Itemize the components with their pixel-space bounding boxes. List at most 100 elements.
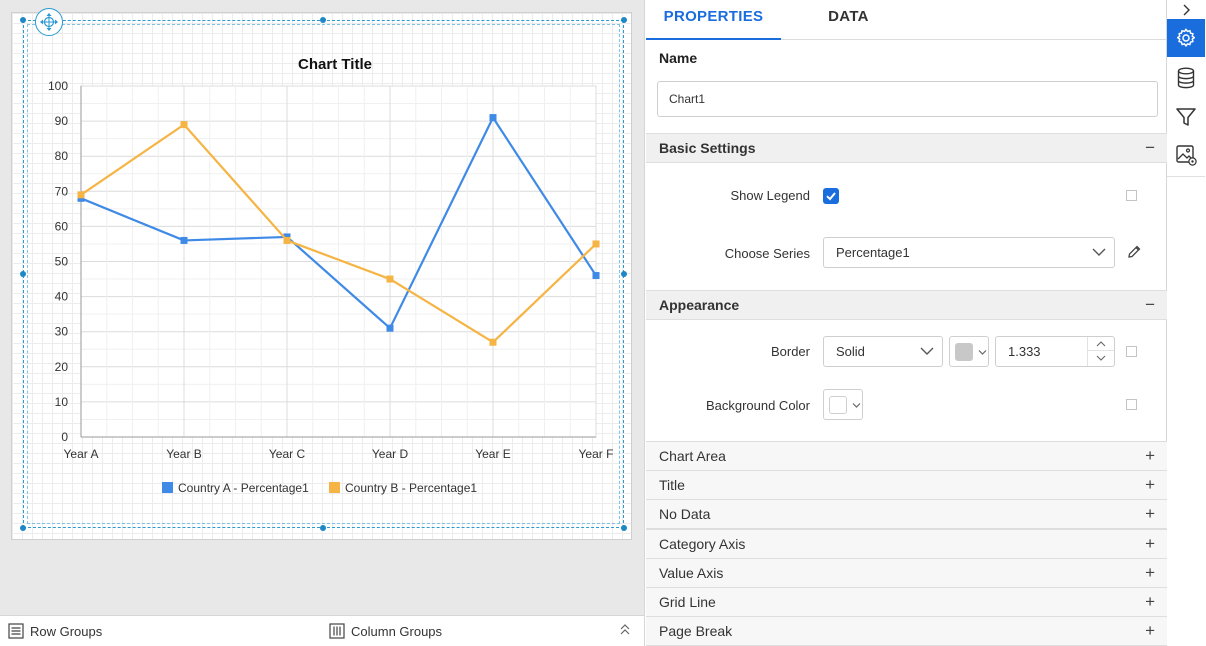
border-width-spinner: [1087, 337, 1114, 366]
show-legend-label: Show Legend: [730, 188, 810, 203]
y-tick-label: 100: [48, 79, 68, 93]
chevron-down-icon: [852, 403, 861, 408]
data-point-marker: [77, 194, 85, 202]
resize-handle-bottom[interactable]: [320, 525, 326, 531]
data-point-marker: [489, 114, 497, 122]
background-color-swatch: [829, 396, 847, 414]
border-color-swatch: [955, 343, 973, 361]
resize-handle-bottom-left[interactable]: [20, 525, 26, 531]
expand-icon[interactable]: +: [1145, 592, 1155, 611]
border-width-value: 1.333: [1008, 344, 1041, 359]
edit-pencil-icon[interactable]: [1126, 244, 1142, 265]
expand-icon[interactable]: +: [1145, 621, 1155, 641]
database-icon[interactable]: [1167, 59, 1205, 97]
section-title[interactable]: Title +: [646, 470, 1167, 501]
move-icon[interactable]: [35, 8, 63, 36]
filter-icon[interactable]: [1167, 98, 1205, 136]
data-point-marker: [180, 236, 188, 244]
data-point-marker: [592, 240, 600, 248]
resize-handle-left[interactable]: [20, 271, 26, 277]
series-line: [80, 123, 597, 344]
spin-up-icon[interactable]: [1088, 337, 1114, 351]
resize-handle-top[interactable]: [320, 17, 326, 23]
data-point-marker: [283, 233, 291, 241]
expand-icon[interactable]: +: [1145, 562, 1155, 582]
properties-panel: PROPERTIES DATA Name Basic Settings − Sh…: [646, 0, 1167, 646]
y-tick-label: 80: [55, 149, 69, 163]
row-groups-button[interactable]: Row Groups: [8, 623, 102, 639]
section-title: Chart Area: [659, 448, 726, 464]
collapse-icon[interactable]: −: [1145, 138, 1155, 157]
chevron-right-icon[interactable]: [1167, 0, 1205, 20]
border-style-dropdown[interactable]: Solid: [823, 336, 943, 367]
background-color-expression-checkbox[interactable]: [1126, 399, 1137, 410]
choose-series-dropdown[interactable]: Percentage1: [823, 237, 1115, 268]
y-tick-label: 0: [61, 430, 68, 444]
name-label: Name: [659, 50, 698, 66]
section-appearance[interactable]: Appearance −: [646, 290, 1167, 320]
section-appearance-title: Appearance: [659, 297, 740, 313]
image-settings-icon[interactable]: [1167, 136, 1205, 174]
y-tick-label: 60: [55, 219, 69, 233]
x-tick-label: Year B: [166, 447, 202, 461]
data-point-marker: [180, 121, 188, 129]
tab-properties[interactable]: PROPERTIES: [646, 0, 781, 40]
section-page-break[interactable]: Page Break +: [646, 616, 1167, 646]
line-chart[interactable]: 0 10 20 30 40 50 60 70 80 90 100 Year A Year B Year C…: [0, 0, 645, 615]
name-input[interactable]: [657, 81, 1158, 117]
border-expression-checkbox[interactable]: [1126, 346, 1137, 357]
x-tick-label: Year F: [579, 447, 614, 461]
y-tick-label: 90: [55, 114, 69, 128]
expand-icon[interactable]: +: [1145, 446, 1155, 465]
tab-data[interactable]: DATA: [828, 8, 869, 25]
expand-icon[interactable]: +: [1145, 475, 1155, 495]
choose-series-label: Choose Series: [724, 246, 810, 261]
section-grid-line[interactable]: Grid Line +: [646, 587, 1167, 617]
data-point-marker: [489, 338, 497, 346]
show-legend-expression-checkbox[interactable]: [1126, 190, 1137, 201]
section-no-data[interactable]: No Data +: [646, 499, 1167, 530]
border-width-input[interactable]: 1.333: [995, 336, 1115, 367]
y-tick-label: 50: [55, 255, 69, 269]
gear-icon[interactable]: [1167, 19, 1205, 57]
section-chart-area[interactable]: Chart Area +: [646, 441, 1167, 471]
data-point-marker: [386, 275, 394, 283]
background-color-picker[interactable]: [823, 389, 863, 420]
section-category-axis[interactable]: Category Axis +: [646, 528, 1167, 559]
chevron-down-icon: [978, 350, 987, 355]
toolbar-divider: [1167, 176, 1205, 177]
section-value-axis[interactable]: Value Axis +: [646, 557, 1167, 588]
chart-title: Chart Title: [298, 56, 372, 73]
collapse-up-icon[interactable]: [619, 623, 631, 640]
data-point-marker: [283, 236, 291, 244]
expand-icon[interactable]: +: [1145, 533, 1155, 553]
side-toolbar: [1167, 0, 1206, 646]
x-tick-label: Year C: [269, 447, 306, 461]
resize-handle-right[interactable]: [621, 271, 627, 277]
row-groups-icon: [8, 623, 24, 639]
expand-icon[interactable]: +: [1145, 504, 1155, 524]
spin-down-icon[interactable]: [1088, 351, 1114, 365]
show-legend-checkbox[interactable]: [823, 188, 839, 204]
resize-handle-bottom-right[interactable]: [621, 525, 627, 531]
resize-handle-top-right[interactable]: [621, 17, 627, 23]
column-groups-label: Column Groups: [351, 623, 443, 639]
section-basic-settings[interactable]: Basic Settings −: [646, 133, 1167, 163]
x-tick-label: Year D: [372, 447, 409, 461]
border-color-picker[interactable]: [949, 336, 989, 367]
design-canvas: 0 10 20 30 40 50 60 70 80 90 100 Year A Year B Year C…: [0, 0, 645, 615]
section-title: Title: [659, 477, 685, 494]
legend-swatch: [162, 482, 173, 493]
series-line: [80, 116, 597, 330]
border-label: Border: [770, 344, 810, 359]
section-title: Page Break: [659, 623, 733, 640]
y-tick-label: 40: [55, 290, 69, 304]
legend-label: Country A - Percentage1: [178, 481, 309, 495]
column-groups-button[interactable]: Column Groups: [329, 623, 442, 639]
section-title: No Data: [659, 506, 711, 523]
y-tick-label: 20: [55, 360, 69, 374]
resize-handle-top-left[interactable]: [20, 17, 26, 23]
chart-inner-boundary: [27, 24, 620, 524]
column-groups-icon: [329, 623, 345, 639]
collapse-icon[interactable]: −: [1145, 295, 1155, 314]
